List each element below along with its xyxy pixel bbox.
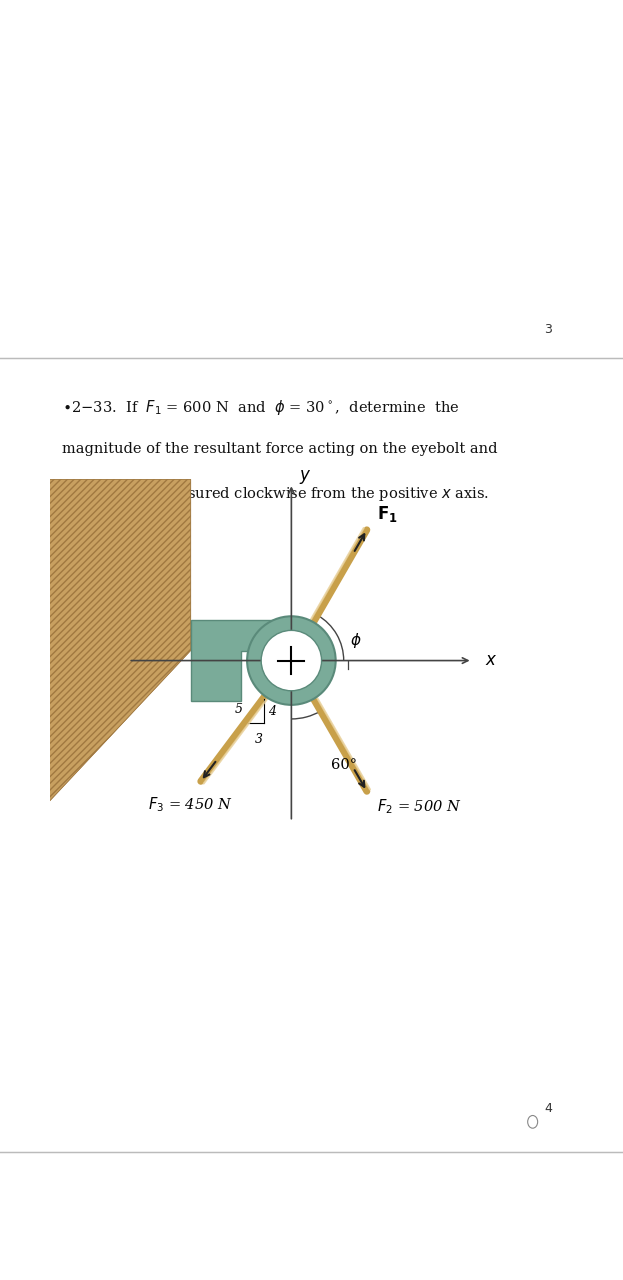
Text: 4: 4 (545, 1102, 552, 1115)
Text: 3: 3 (254, 733, 262, 746)
Text: its direction measured clockwise from the positive $x$ axis.: its direction measured clockwise from th… (62, 485, 490, 503)
Circle shape (261, 630, 321, 691)
Text: 3: 3 (545, 324, 552, 337)
Text: $F_3$ = 450 N: $F_3$ = 450 N (148, 795, 233, 814)
Text: $y$: $y$ (300, 468, 312, 486)
Text: $\mathbf{F_1}$: $\mathbf{F_1}$ (377, 504, 397, 524)
Text: magnitude of the resultant force acting on the eyebolt and: magnitude of the resultant force acting … (62, 442, 498, 456)
Text: $x$: $x$ (485, 652, 497, 669)
Text: 5: 5 (234, 703, 242, 716)
Polygon shape (191, 621, 275, 701)
Text: 60°: 60° (331, 758, 357, 772)
Text: $F_2$ = 500 N: $F_2$ = 500 N (377, 797, 462, 817)
Text: $\bullet$2$-$33.  If  $F_1$ = 600 N  and  $\phi$ = 30$^\circ$,  determine  the: $\bullet$2$-$33. If $F_1$ = 600 N and $\… (62, 398, 460, 417)
Text: 4: 4 (269, 705, 277, 718)
Circle shape (247, 616, 336, 705)
Polygon shape (40, 480, 191, 812)
Text: $\phi$: $\phi$ (350, 631, 361, 650)
